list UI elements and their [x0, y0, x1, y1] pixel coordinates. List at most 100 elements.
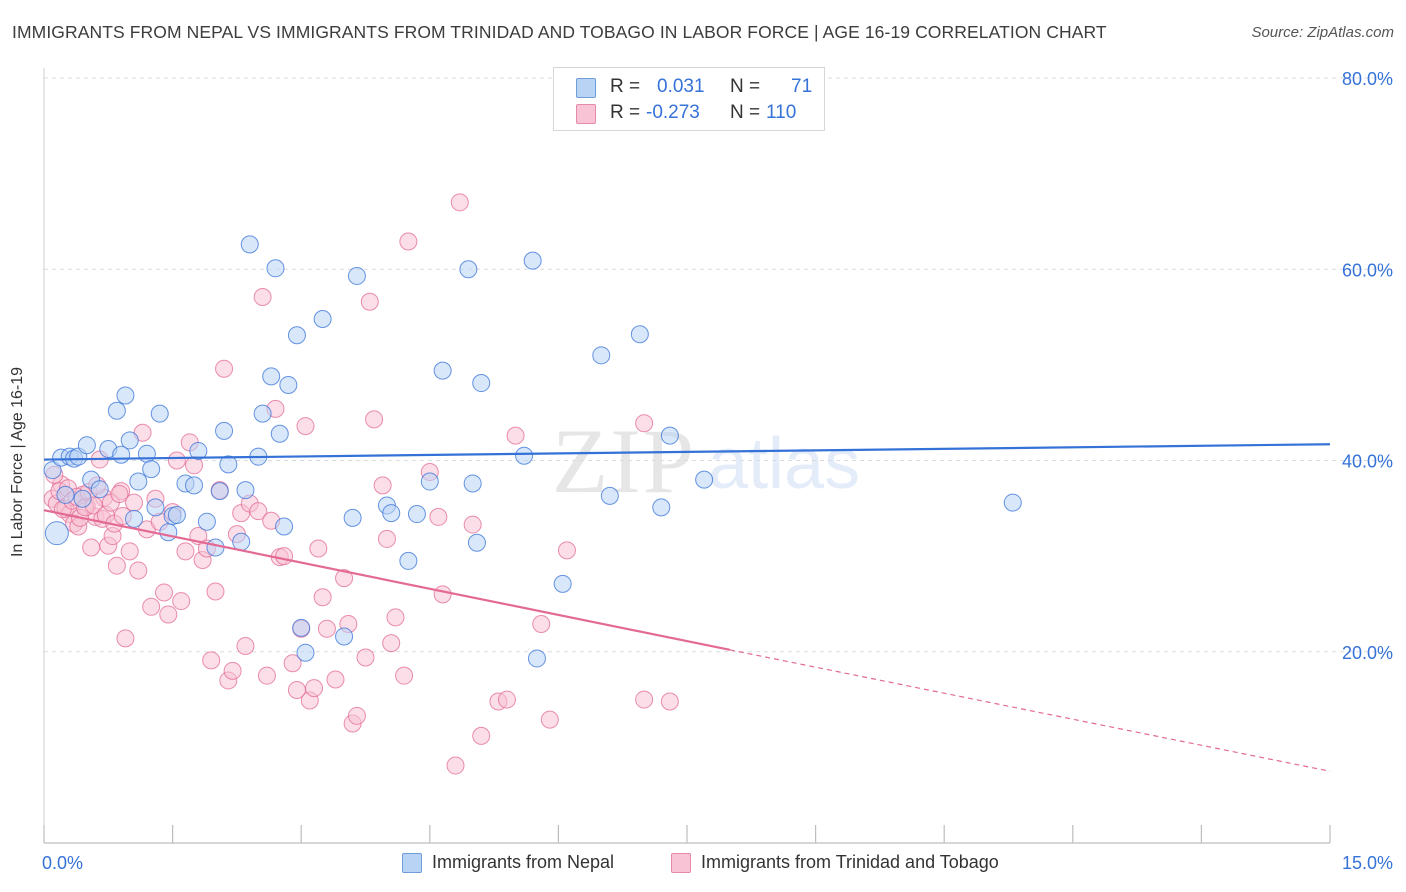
y-tick-label-1: 40.0% [1342, 452, 1393, 472]
nepal-point-24 [189, 441, 208, 460]
nepal-point-65 [660, 426, 679, 445]
trinidad-point-47 [249, 502, 268, 521]
nepal-point-41 [292, 618, 311, 637]
trinidad-point-37 [202, 651, 221, 670]
trinidad-point-83 [472, 726, 491, 745]
nepal-point-44 [335, 627, 354, 646]
trinidad-point-27 [159, 605, 178, 624]
trinidad-point-81 [450, 193, 469, 212]
axes [43, 68, 1331, 844]
nepal-point-56 [472, 374, 491, 393]
nepal-point-68 [56, 485, 75, 504]
y-axis-label: In Labor Force | Age 16-19 [9, 366, 26, 558]
trinidad-point-69 [360, 292, 379, 311]
r-label: R = [610, 76, 641, 97]
nepal-point-57 [515, 446, 534, 465]
nepal-point-53 [459, 260, 478, 279]
trinidad-point-42 [223, 661, 242, 680]
trinidad-point-57 [296, 417, 315, 436]
trinidad-point-15 [107, 556, 126, 575]
r-value: 0.031 [657, 76, 705, 97]
nepal-point-15 [137, 444, 156, 463]
trinidad-point-80 [446, 756, 465, 775]
legend-label-trinidad: Immigrants from Trinidad and Tobago [701, 852, 999, 872]
trinidad-point-89 [557, 541, 576, 560]
trinidad-point-68 [356, 648, 375, 667]
trinidad-point-108 [110, 484, 129, 503]
nepal-point-59 [527, 649, 546, 668]
nepal-point-27 [210, 482, 229, 501]
n-value: 71 [791, 76, 813, 97]
nepal-point-64 [652, 498, 671, 517]
nepal-point-38 [275, 517, 294, 536]
trinidad-point-9 [82, 538, 101, 557]
nepal-point-16 [142, 460, 161, 479]
trinidad-point-23 [142, 597, 161, 616]
nepal-point-37 [270, 424, 289, 443]
nepal-point-54 [463, 474, 482, 493]
stats-row-trinidad: R = -0.273 N = 110 [554, 99, 824, 127]
nepal-point-32 [240, 235, 259, 254]
legend-item-nepal: Immigrants from Nepal [402, 852, 614, 873]
nepal-point-70 [129, 472, 148, 491]
nepal-point-45 [343, 508, 362, 527]
nepal-point-39 [279, 375, 298, 394]
trinidad-point-71 [373, 476, 392, 495]
nepal-point-1 [44, 521, 69, 546]
nepal-point-46 [347, 266, 366, 285]
nepal-point-43 [313, 309, 332, 328]
nepal-point-12 [116, 386, 135, 405]
nepal-point-50 [407, 505, 426, 524]
trinidad-point-38 [206, 582, 225, 601]
trinidad-point-79 [433, 585, 452, 604]
nepal-point-58 [523, 251, 542, 270]
legend-swatch-trinidad [671, 852, 691, 873]
trinidad-point-92 [660, 692, 679, 711]
nepal-point-67 [1003, 493, 1022, 512]
legend-item-trinidad: Immigrants from Trinidad and Tobago [671, 852, 999, 873]
nepal-point-36 [266, 259, 285, 278]
trinidad-point-53 [275, 547, 294, 566]
trinidad-point-61 [313, 588, 332, 607]
nepal-point-61 [592, 346, 611, 365]
stats-row-nepal: R = 0.031 N = 71 [554, 73, 824, 101]
nepal-point-25 [197, 512, 216, 531]
nepal-point-0 [43, 461, 62, 480]
r-value: -0.273 [646, 102, 700, 123]
trinidad-point-91 [635, 690, 654, 709]
trinidad-point-17 [116, 629, 135, 648]
trinidad-point-19 [125, 493, 144, 512]
trinidad-point-90 [635, 414, 654, 433]
trinidad-point-30 [172, 592, 191, 611]
trinidad-point-59 [305, 679, 324, 698]
nepal-point-13 [120, 431, 139, 450]
trinidad-point-86 [506, 426, 525, 445]
nepal-point-63 [630, 325, 649, 344]
nepal-point-26 [206, 538, 225, 557]
nepal-point-48 [382, 504, 401, 523]
trinidad-point-40 [215, 359, 234, 378]
nepal-point-66 [695, 470, 714, 489]
nepal-point-34 [253, 404, 272, 423]
trinidad-trend-line [43, 509, 731, 651]
nepal-swatch [576, 78, 596, 98]
legend-label-nepal: Immigrants from Nepal [432, 852, 615, 872]
y-tick-label-3: 80.0% [1342, 69, 1393, 89]
n-value: 110 [766, 102, 797, 123]
y-tick-label-2: 60.0% [1342, 260, 1393, 280]
nepal-point-23 [185, 476, 204, 495]
nepal-point-6 [77, 436, 96, 455]
trinidad-trend-extension [729, 649, 1331, 772]
legend: Immigrants from Nepal Immigrants from Tr… [0, 852, 1406, 878]
chart-title: IMMIGRANTS FROM NEPAL VS IMMIGRANTS FROM… [12, 22, 1107, 42]
nepal-point-31 [236, 481, 255, 500]
trinidad-point-70 [365, 410, 384, 429]
nepal-point-52 [433, 361, 452, 380]
source-credit: Source: ZipAtlas.com [1251, 24, 1394, 41]
trinidad-point-45 [236, 637, 255, 656]
nepal-point-69 [73, 489, 92, 508]
nepal-point-29 [219, 455, 238, 474]
trinidad-point-29 [167, 451, 186, 470]
trinidad-point-18 [120, 542, 139, 561]
